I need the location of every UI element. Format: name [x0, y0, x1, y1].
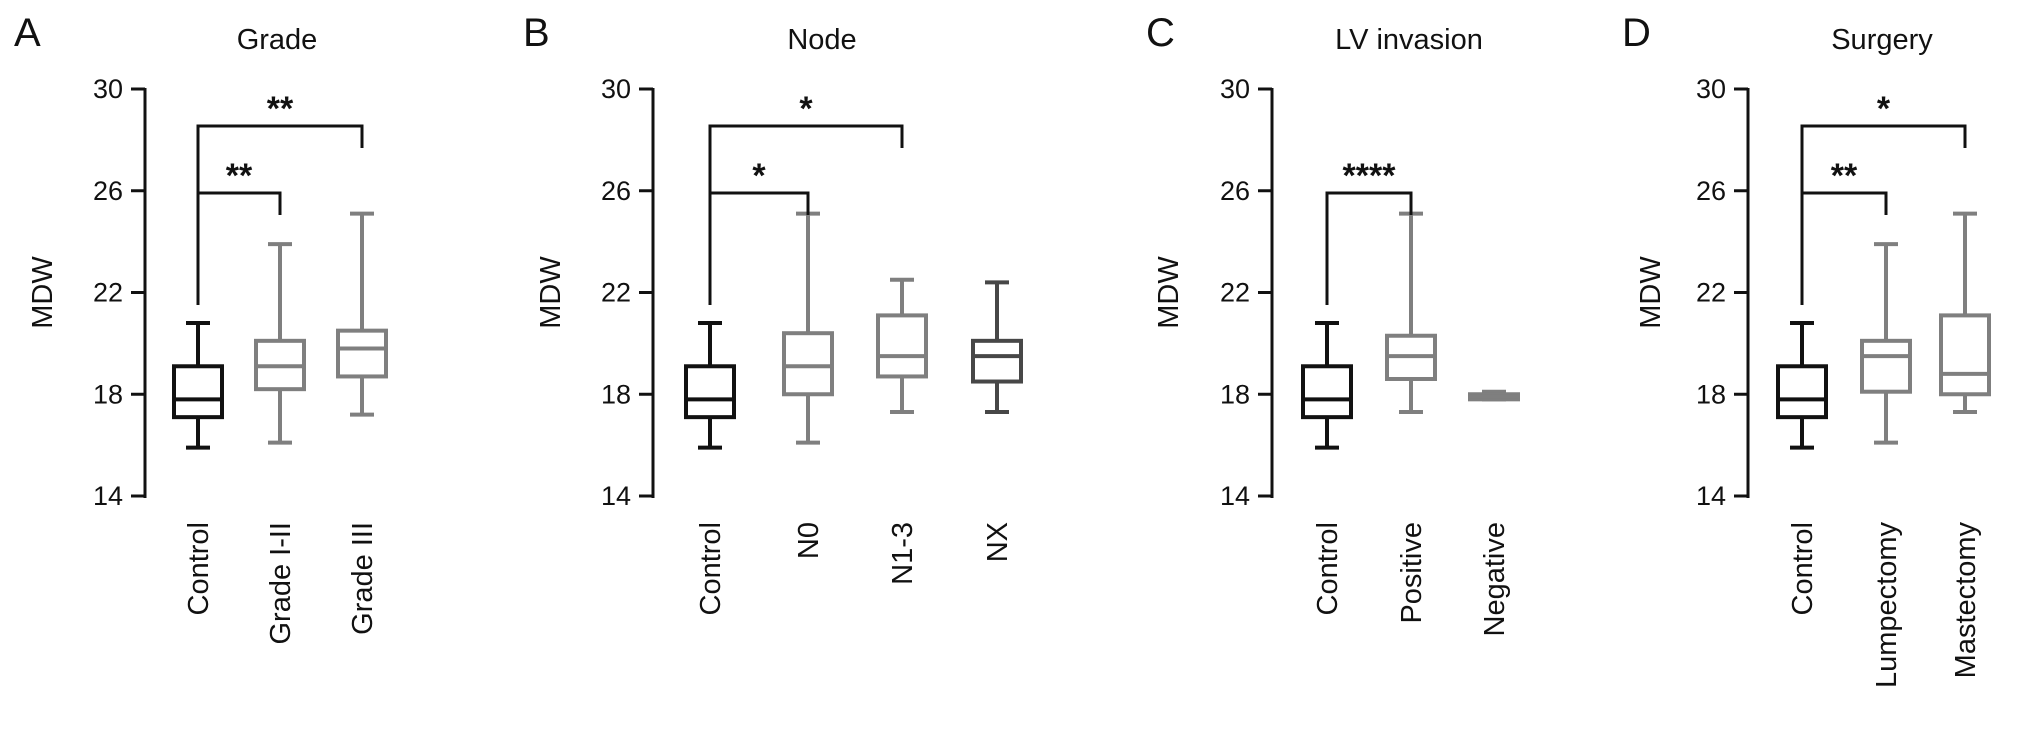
box-nx	[971, 280, 1023, 415]
category-label: Grade I-II	[265, 522, 297, 645]
box-iqr	[1860, 338, 1912, 394]
category-label: Control	[183, 522, 215, 616]
chart-title: Surgery	[1831, 24, 1933, 56]
box-control	[1301, 321, 1353, 450]
significance-bracket	[196, 124, 364, 306]
y-tick-label: 22	[1696, 278, 1726, 308]
box-iqr	[876, 313, 928, 379]
significance-label: **	[1831, 157, 1858, 195]
significance-label: *	[799, 90, 813, 128]
category-label: N0	[793, 522, 825, 559]
box-n1-3	[876, 277, 928, 415]
box-iqr	[971, 338, 1023, 384]
y-tick-label: 26	[601, 176, 631, 206]
y-tick-label: 30	[93, 74, 123, 104]
box-lumpectomy	[1860, 242, 1912, 445]
significance-bracket	[196, 191, 282, 306]
box-negative	[1468, 389, 1520, 402]
y-tick-label: 14	[601, 481, 631, 511]
box-control	[172, 321, 224, 450]
panel-letter: B	[523, 11, 550, 55]
panel-c: C LV invasion MDW 14 18 22 26 30 Control Positive…	[1146, 11, 1520, 636]
y-tick-label: 18	[1220, 379, 1250, 409]
box-iqr	[336, 328, 388, 379]
y-tick-label: 22	[93, 278, 123, 308]
y-axis-label: MDW	[27, 256, 59, 329]
box-iqr	[172, 364, 224, 420]
box-iqr	[1939, 313, 1991, 397]
y-tick-label: 18	[601, 379, 631, 409]
panel-b: B Node MDW 14 18 22 26 30 Control N0 N1-3 NX * *	[523, 11, 1023, 616]
panel-letter: A	[14, 11, 41, 55]
y-axis-label: MDW	[535, 256, 567, 329]
y-axis-label: MDW	[1635, 256, 1667, 329]
panel-d: D Surgery MDW 14 18 22 26 30 Control Lumpectomy Ma…	[1622, 11, 1991, 689]
panel-letter: C	[1146, 11, 1175, 55]
box-grade-iii	[336, 211, 388, 417]
y-tick-label: 14	[93, 481, 123, 511]
category-label: Grade III	[347, 522, 379, 635]
box-grade-i-ii	[254, 242, 306, 445]
y-tick-label: 30	[601, 74, 631, 104]
y-tick-label: 26	[1696, 176, 1726, 206]
significance-bracket	[708, 191, 810, 306]
y-tick-label: 14	[1696, 481, 1726, 511]
y-tick-label: 30	[1220, 74, 1250, 104]
panel-letter: D	[1622, 11, 1651, 55]
y-tick-label: 14	[1220, 481, 1250, 511]
significance-label: *	[752, 157, 766, 195]
category-label: Mastectomy	[1950, 522, 1982, 679]
category-label: Control	[1312, 522, 1344, 616]
significance-label: **	[267, 90, 294, 128]
significance-label: *	[1877, 90, 1891, 128]
box-iqr	[684, 364, 736, 420]
y-axis-label: MDW	[1153, 256, 1185, 329]
box-iqr	[1776, 364, 1828, 420]
category-label: Control	[1787, 522, 1819, 616]
significance-bracket	[1800, 124, 1967, 306]
significance-bracket	[1800, 191, 1888, 306]
significance-label: **	[226, 157, 253, 195]
box-control	[1776, 321, 1828, 450]
box-n0	[782, 211, 834, 445]
box-iqr	[1301, 364, 1353, 420]
box-control	[684, 321, 736, 450]
box-mastectomy	[1939, 211, 1991, 415]
category-label: Positive	[1396, 522, 1428, 624]
significance-label: ****	[1343, 157, 1397, 195]
y-tick-label: 30	[1696, 74, 1726, 104]
significance-bracket	[708, 124, 904, 306]
box-positive	[1385, 211, 1437, 415]
y-tick-label: 22	[1220, 278, 1250, 308]
chart-title: LV invasion	[1335, 24, 1483, 56]
significance-bracket	[1325, 191, 1413, 306]
panel-a: A Grade MDW 14 18 22 26 30 Control Grade I-II Grad…	[14, 11, 388, 645]
y-tick-label: 18	[1696, 379, 1726, 409]
category-label: N1-3	[887, 522, 919, 585]
y-tick-label: 18	[93, 379, 123, 409]
box-iqr	[782, 331, 834, 397]
category-label: Lumpectomy	[1871, 522, 1903, 689]
chart-title: Node	[787, 24, 856, 56]
category-label: Negative	[1479, 522, 1511, 636]
category-label: Control	[695, 522, 727, 616]
category-label: NX	[982, 522, 1014, 562]
y-tick-label: 22	[601, 278, 631, 308]
chart-title: Grade	[237, 24, 318, 56]
y-tick-label: 26	[1220, 176, 1250, 206]
y-tick-label: 26	[93, 176, 123, 206]
